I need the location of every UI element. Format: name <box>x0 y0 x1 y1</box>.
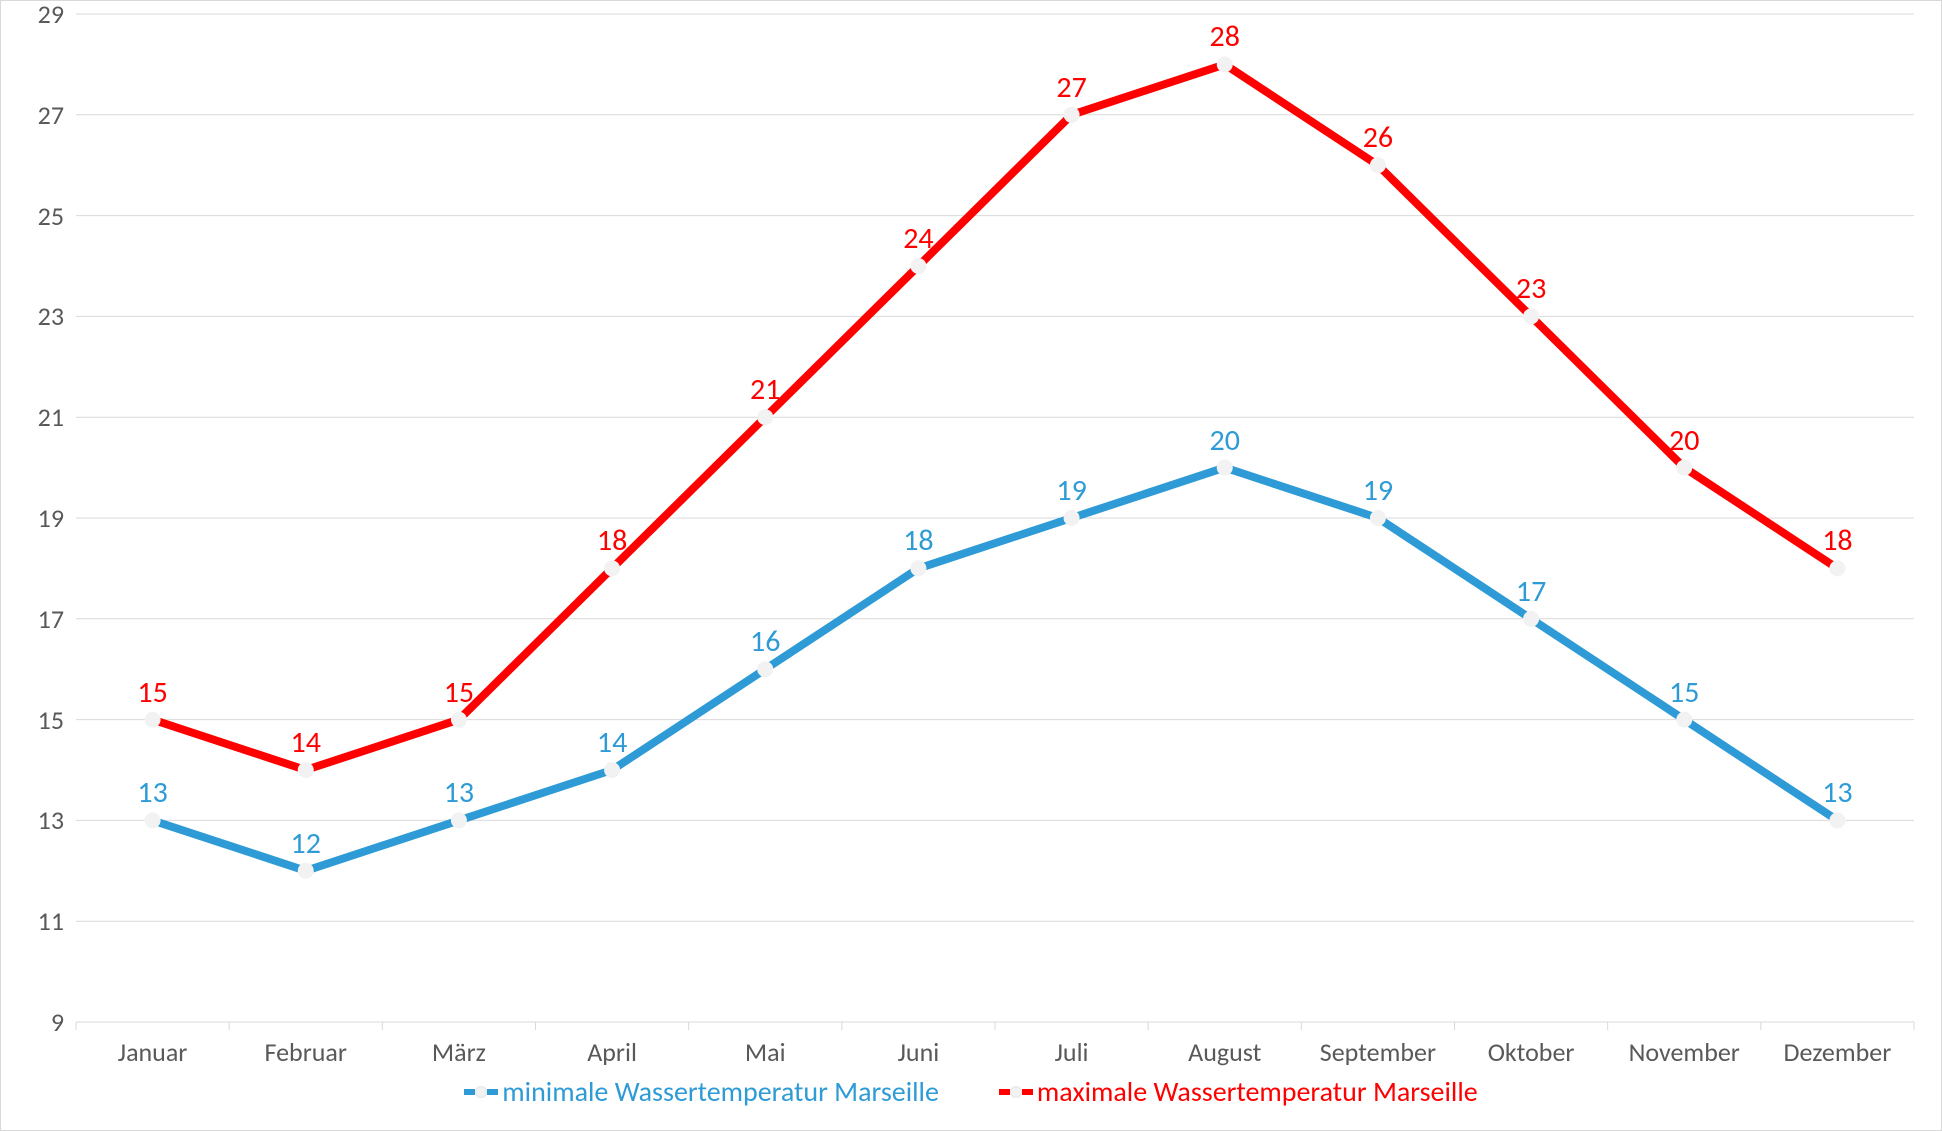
x-tick-label: Juni <box>898 1036 940 1068</box>
x-tick-label: März <box>432 1036 486 1068</box>
data-label: 27 <box>1056 69 1086 106</box>
data-label: 17 <box>1516 573 1546 610</box>
legend-item: maximale Wassertemperatur Marseille <box>999 1074 1478 1109</box>
legend-label: minimale Wassertemperatur Marseille <box>502 1074 939 1109</box>
data-label: 28 <box>1210 18 1240 55</box>
data-label: 18 <box>597 522 627 559</box>
y-tick-label: 29 <box>38 0 64 30</box>
y-tick-label: 15 <box>38 704 64 736</box>
water-temperature-chart: 9 11 13 15 17 19 21 23 25 27 29 Januar Februar März Ap… <box>0 0 1942 1131</box>
y-tick-label: 11 <box>38 905 64 937</box>
data-label: 19 <box>1363 472 1393 509</box>
x-tick-label: Oktober <box>1488 1036 1575 1068</box>
chart-svg <box>0 0 1942 1131</box>
x-tick-label: Juli <box>1055 1036 1089 1068</box>
legend-swatch <box>464 1089 498 1095</box>
y-tick-label: 25 <box>38 200 64 232</box>
data-label: 18 <box>1822 522 1852 559</box>
y-tick-label: 17 <box>38 603 64 635</box>
x-tick-label: Februar <box>265 1036 347 1068</box>
x-tick-label: November <box>1629 1036 1740 1068</box>
y-tick-label: 23 <box>38 300 64 332</box>
y-tick-label: 9 <box>51 1006 64 1038</box>
y-tick-label: 13 <box>38 804 64 836</box>
legend-label: maximale Wassertemperatur Marseille <box>1037 1074 1478 1109</box>
x-tick-label: August <box>1188 1036 1261 1068</box>
legend-item: minimale Wassertemperatur Marseille <box>464 1074 939 1109</box>
x-tick-label: Dezember <box>1784 1036 1892 1068</box>
data-label: 15 <box>137 674 167 711</box>
data-label: 13 <box>137 774 167 811</box>
data-label: 21 <box>750 371 780 408</box>
y-tick-label: 21 <box>38 401 64 433</box>
data-label: 20 <box>1669 422 1699 459</box>
x-tick-label: Januar <box>118 1036 188 1068</box>
data-label: 13 <box>1822 774 1852 811</box>
y-tick-label: 27 <box>38 99 64 131</box>
data-label: 24 <box>903 220 933 257</box>
data-label: 15 <box>1669 674 1699 711</box>
x-tick-label: April <box>587 1036 637 1068</box>
data-label: 12 <box>291 825 321 862</box>
data-label: 14 <box>291 724 321 761</box>
data-label: 16 <box>750 623 780 660</box>
x-tick-label: Mai <box>745 1036 786 1068</box>
data-label: 15 <box>444 674 474 711</box>
data-label: 23 <box>1516 270 1546 307</box>
data-label: 20 <box>1210 422 1240 459</box>
data-label: 26 <box>1363 119 1393 156</box>
data-label: 13 <box>444 774 474 811</box>
x-tick-label: September <box>1320 1036 1436 1068</box>
y-tick-label: 19 <box>38 502 64 534</box>
legend: minimale Wassertemperatur Marseille maxim… <box>0 1074 1942 1109</box>
data-label: 19 <box>1056 472 1086 509</box>
legend-swatch <box>999 1089 1033 1095</box>
data-label: 18 <box>903 522 933 559</box>
data-label: 14 <box>597 724 627 761</box>
